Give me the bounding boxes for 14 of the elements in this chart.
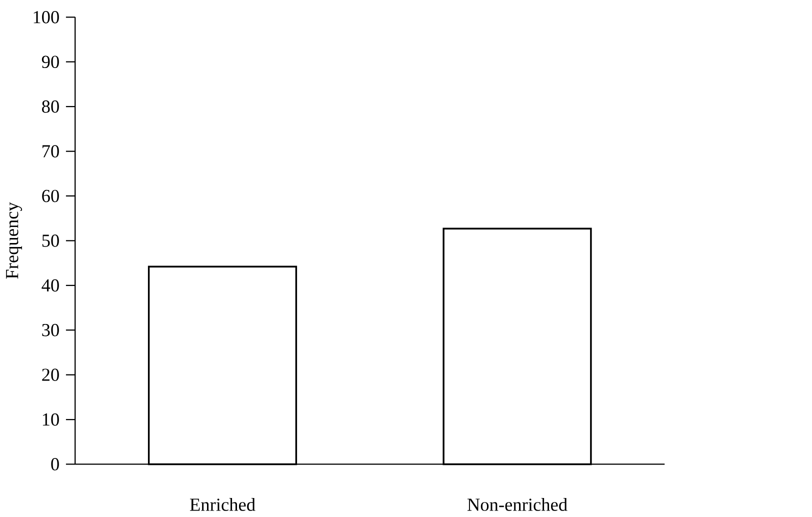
y-tick-label: 10: [42, 413, 59, 426]
y-tick-label: 30: [42, 324, 59, 336]
y-tick-label: 20: [42, 368, 59, 381]
y-tick-label: 60: [42, 190, 59, 202]
y-tick-label: 50: [42, 234, 59, 247]
y-tick-label: 40: [42, 279, 59, 292]
x-tick-label: Enriched: [190, 498, 256, 511]
y-tick-label: 0: [51, 458, 59, 470]
y-tick-label: 70: [42, 144, 59, 158]
y-tick-label: 80: [42, 100, 59, 113]
y-tick-label: 90: [42, 55, 59, 68]
y-tick-label: 100: [34, 10, 59, 24]
y-axis-title: Frequency: [6, 202, 22, 279]
x-tick-label: Non-enriched: [467, 498, 568, 511]
